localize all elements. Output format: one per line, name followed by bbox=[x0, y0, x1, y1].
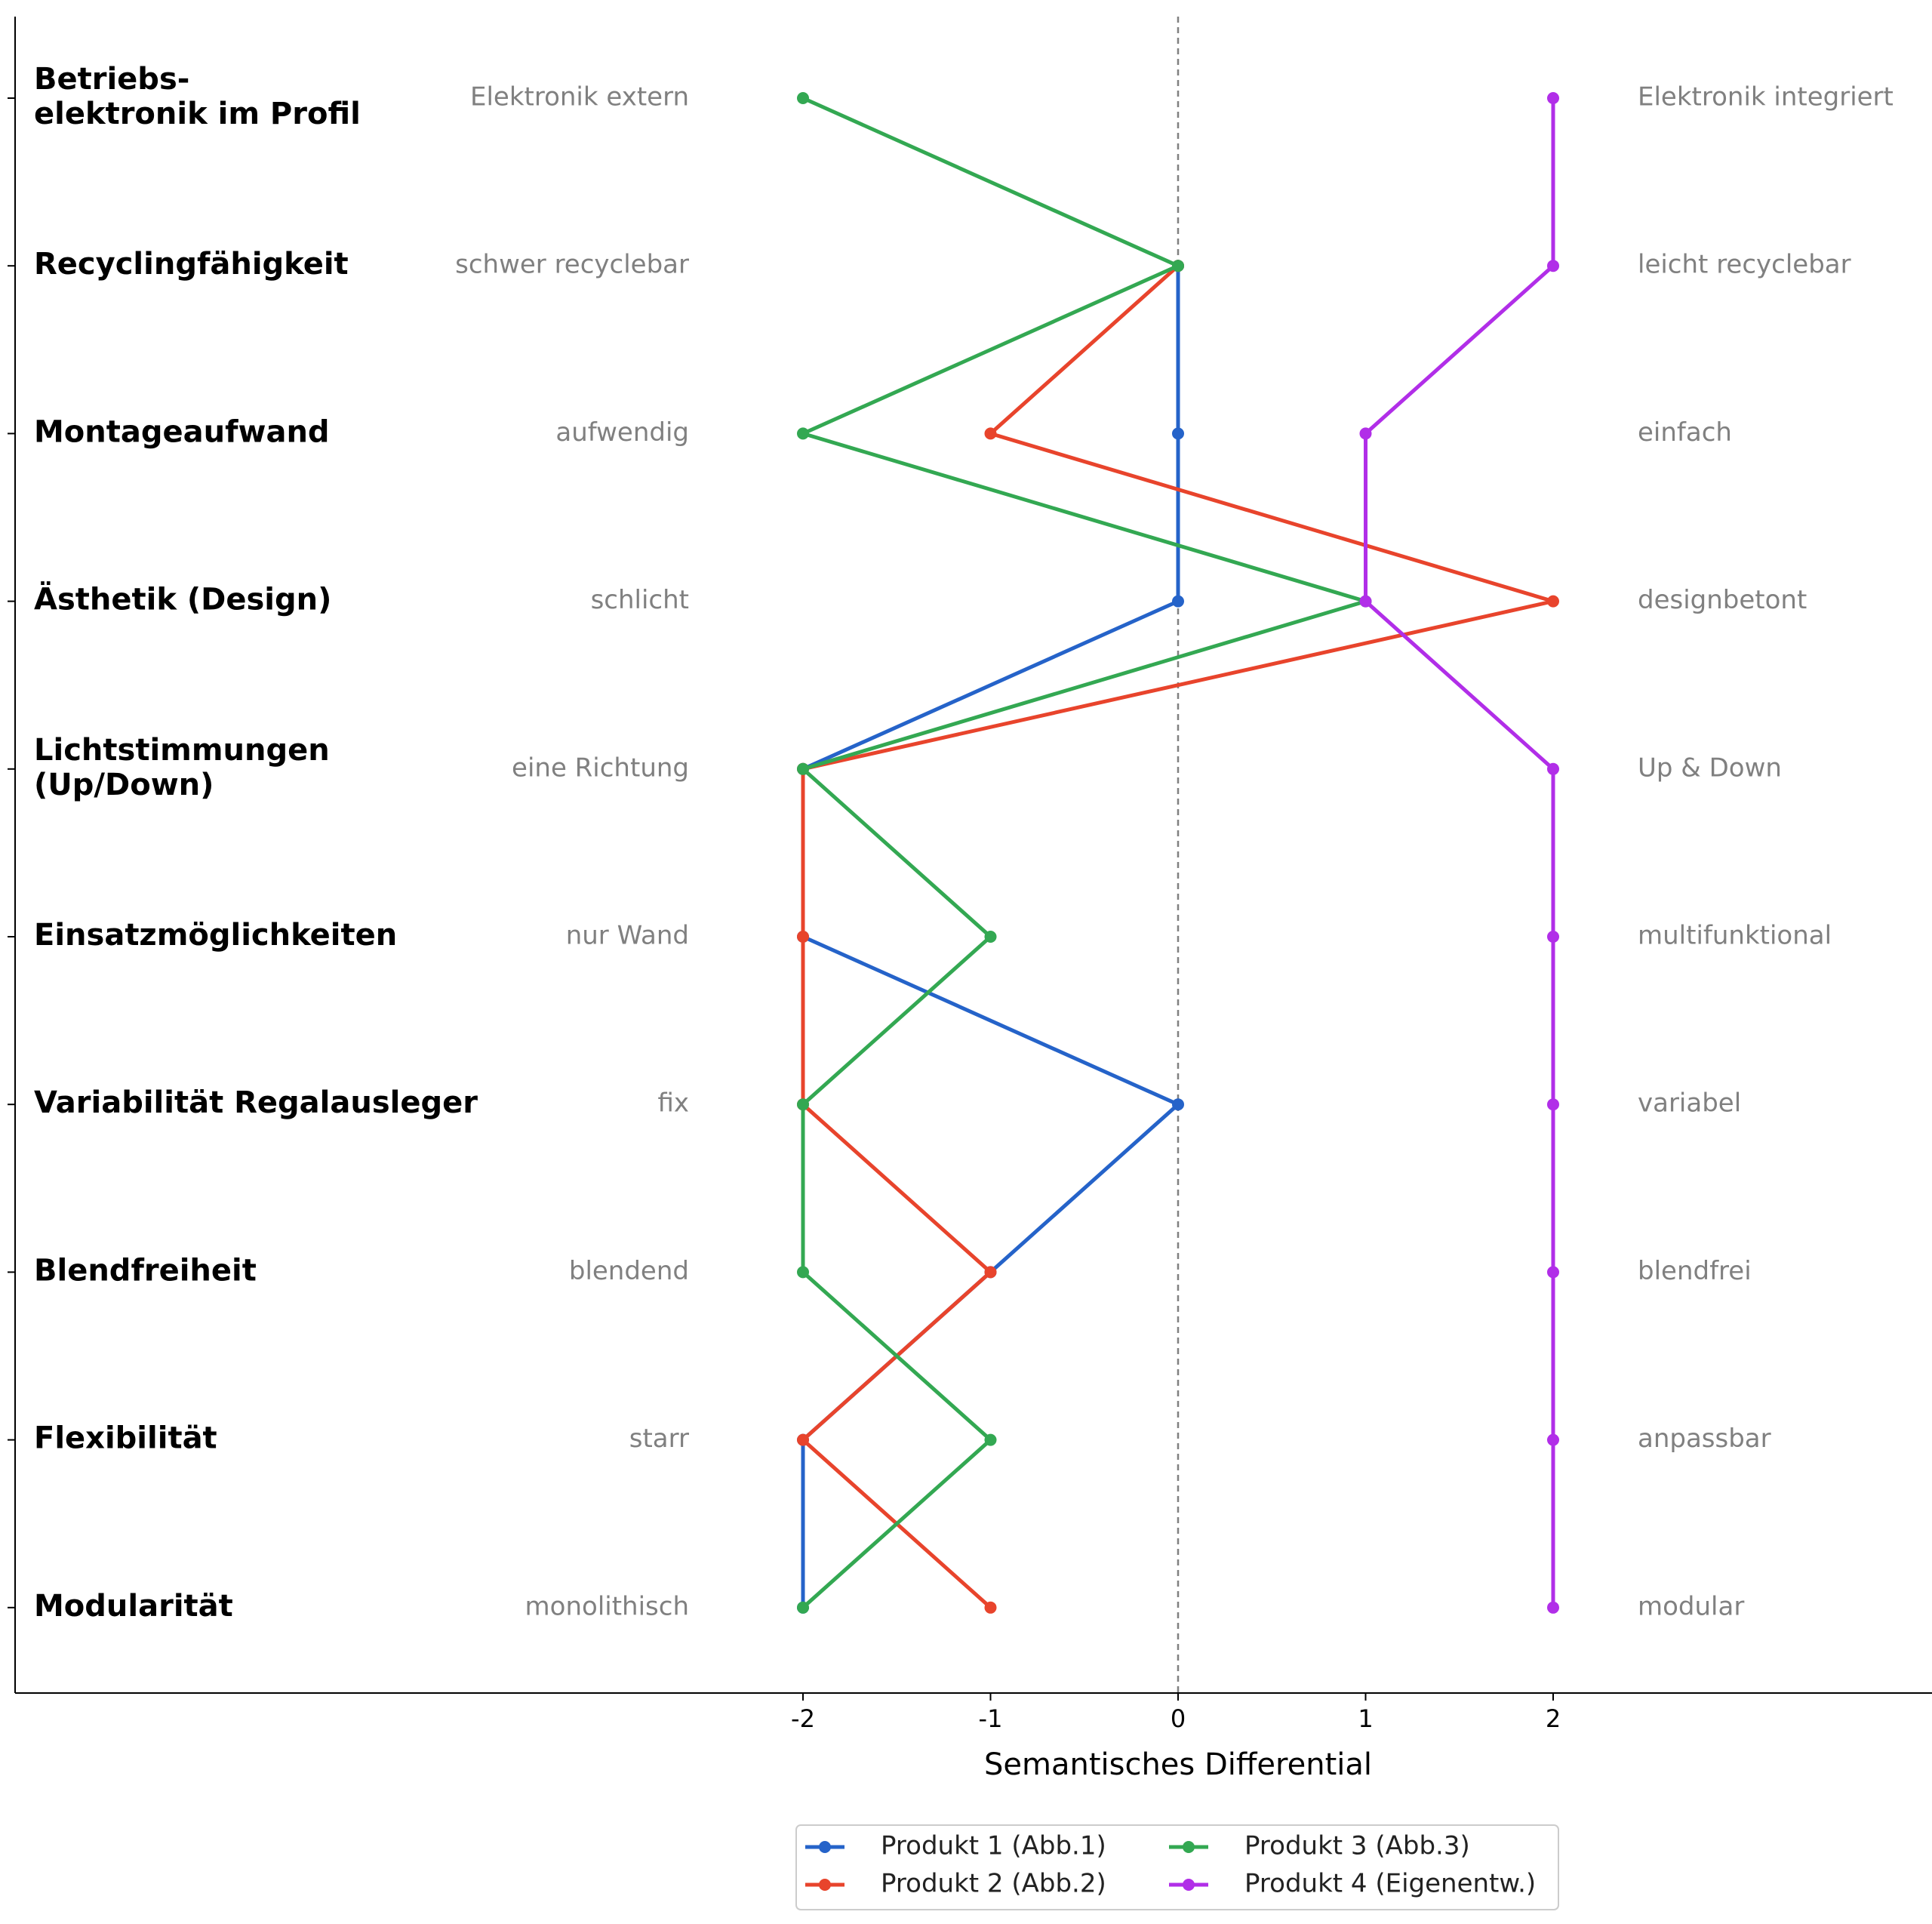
criterion-label: Recyclingfähigkeit bbox=[34, 247, 349, 282]
series-point bbox=[797, 1266, 809, 1279]
series-point bbox=[1547, 1266, 1559, 1279]
series-point bbox=[1172, 260, 1184, 272]
legend-item: Produkt 1 (Abb.1) bbox=[805, 1831, 1106, 1861]
series-point bbox=[1547, 260, 1559, 272]
right-pole-label: designbetont bbox=[1638, 585, 1807, 615]
series-point bbox=[797, 92, 809, 104]
left-pole-label: schlicht bbox=[591, 585, 689, 615]
legend-box bbox=[795, 1824, 1559, 1910]
series-point bbox=[797, 1601, 809, 1614]
series-point bbox=[1547, 92, 1559, 104]
series-point bbox=[1547, 1098, 1559, 1111]
legend-label: Produkt 4 (Eigenentw.) bbox=[1244, 1869, 1536, 1899]
criterion-label-line: Einsatzmöglichkeiten bbox=[34, 918, 397, 953]
legend-label: Produkt 1 (Abb.1) bbox=[881, 1831, 1106, 1861]
series-point bbox=[1172, 1098, 1184, 1111]
right-pole-label: Elektronik integriert bbox=[1638, 82, 1894, 112]
criterion-label-line: Montageaufwand bbox=[34, 414, 330, 449]
legend-swatch-marker bbox=[1183, 1841, 1195, 1853]
legend-item: Produkt 4 (Eigenentw.) bbox=[1169, 1869, 1536, 1899]
series-point bbox=[1172, 595, 1184, 608]
series-point bbox=[1172, 427, 1184, 440]
x-tick-label: 2 bbox=[1546, 1704, 1561, 1733]
criterion-label: Einsatzmöglichkeiten bbox=[34, 918, 397, 953]
right-pole-label: multifunktional bbox=[1638, 921, 1832, 951]
criterion-label-line: (Up/Down) bbox=[34, 768, 214, 802]
criterion-label-line: Blendfreiheit bbox=[34, 1253, 257, 1288]
x-tick-label: -2 bbox=[791, 1704, 815, 1733]
right-pole-label: leicht recyclebar bbox=[1638, 250, 1851, 280]
series-group bbox=[797, 92, 1372, 1614]
series-line bbox=[1364, 98, 1555, 1608]
criterion-label-line: Flexibilität bbox=[34, 1421, 217, 1456]
series-point bbox=[797, 762, 809, 775]
left-pole-label: Elektronik extern bbox=[470, 82, 689, 112]
right-pole-label: variabel bbox=[1638, 1088, 1741, 1119]
right-pole-label: anpassbar bbox=[1638, 1424, 1771, 1454]
series-point bbox=[797, 427, 809, 440]
criterion-label-line: Lichtstimmungen bbox=[34, 733, 330, 768]
series-point bbox=[984, 1266, 997, 1279]
series-point bbox=[984, 1601, 997, 1614]
criterion-label-line: Betriebs- bbox=[34, 62, 189, 97]
left-pole-label: eine Richtung bbox=[512, 753, 689, 783]
series-point bbox=[797, 1433, 809, 1446]
criterion-label-line: Recyclingfähigkeit bbox=[34, 247, 349, 282]
legend-swatch-marker bbox=[1183, 1879, 1195, 1891]
criterion-label: Betriebs-elektronik im Profil bbox=[34, 62, 361, 131]
series-point bbox=[984, 931, 997, 943]
series-point bbox=[984, 427, 997, 440]
criterion-label-line: Ästhetik (Design) bbox=[34, 581, 331, 617]
left-pole-label: schwer recyclebar bbox=[455, 250, 689, 280]
right-pole-label: blendfrei bbox=[1638, 1256, 1752, 1286]
legend-swatch-marker bbox=[819, 1841, 831, 1853]
criterion-label: Montageaufwand bbox=[34, 414, 330, 449]
left-pole-label: blendend bbox=[569, 1256, 689, 1286]
series-point bbox=[1547, 1601, 1559, 1614]
legend: Produkt 1 (Abb.1) Produkt 2 (Abb.2) Produk… bbox=[795, 1824, 1559, 1910]
legend-swatch-marker bbox=[819, 1879, 831, 1891]
left-pole-label: aufwendig bbox=[555, 417, 689, 448]
x-axis-title: Semantisches Differential bbox=[984, 1747, 1372, 1782]
left-pole-label: fix bbox=[657, 1088, 689, 1119]
series-group bbox=[1359, 92, 1559, 1614]
right-pole-label: einfach bbox=[1638, 417, 1732, 448]
series-point bbox=[1547, 1433, 1559, 1446]
series-point bbox=[1359, 595, 1372, 608]
criterion-label: Variabilität Regalausleger bbox=[34, 1085, 478, 1120]
series-point bbox=[1547, 595, 1559, 608]
series-line bbox=[801, 96, 1367, 1609]
series-point bbox=[797, 931, 809, 943]
series-point bbox=[1547, 762, 1559, 775]
legend-item: Produkt 2 (Abb.2) bbox=[805, 1869, 1106, 1899]
x-axis: -2 -1 0 1 2 Semantisches Differential bbox=[791, 1693, 1561, 1782]
series-lines bbox=[797, 92, 1559, 1614]
right-pole-label: Up & Down bbox=[1638, 753, 1782, 783]
x-tick-label: -1 bbox=[979, 1704, 1003, 1733]
x-tick-label: 1 bbox=[1358, 1704, 1373, 1733]
series-point bbox=[984, 1433, 997, 1446]
criterion-label: Modularität bbox=[34, 1589, 233, 1624]
legend-label: Produkt 3 (Abb.3) bbox=[1244, 1831, 1470, 1861]
criteria-labels: Betriebs-elektronik im Profil Elektronik … bbox=[34, 62, 1894, 1624]
criterion-label: Flexibilität bbox=[34, 1421, 217, 1456]
left-pole-label: nur Wand bbox=[566, 921, 689, 951]
criterion-label-line: elektronik im Profil bbox=[34, 97, 361, 131]
criterion-label: Lichtstimmungen (Up/Down) bbox=[34, 733, 330, 802]
left-pole-label: monolithisch bbox=[525, 1591, 689, 1621]
criterion-label: Blendfreiheit bbox=[34, 1253, 257, 1288]
criterion-label-line: Variabilität Regalausleger bbox=[34, 1085, 478, 1120]
x-tick-label: 0 bbox=[1171, 1704, 1186, 1733]
criterion-label: Ästhetik (Design) bbox=[34, 581, 331, 617]
legend-label: Produkt 2 (Abb.2) bbox=[881, 1869, 1106, 1899]
series-point bbox=[1359, 427, 1372, 440]
series-point bbox=[797, 1098, 809, 1111]
left-pole-label: starr bbox=[629, 1424, 689, 1454]
criterion-label-line: Modularität bbox=[34, 1589, 233, 1624]
legend-item: Produkt 3 (Abb.3) bbox=[1169, 1831, 1470, 1861]
right-pole-label: modular bbox=[1638, 1591, 1744, 1621]
series-point bbox=[1547, 931, 1559, 943]
